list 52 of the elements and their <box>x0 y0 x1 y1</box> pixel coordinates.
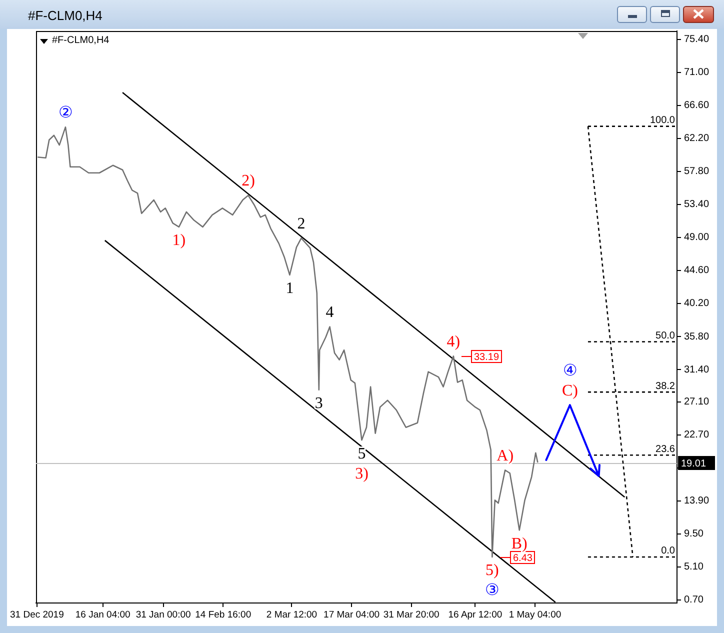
y-tick-label: 53.40 <box>684 199 710 210</box>
y-tick-label: 75.40 <box>684 34 710 46</box>
annotation: A) <box>496 447 514 464</box>
chart-subtitle: #F-CLM0,H4 <box>52 35 110 46</box>
annotation: 2) <box>242 172 255 190</box>
y-tick-label: 66.60 <box>684 100 710 112</box>
annotation: 50.0 <box>656 330 676 342</box>
y-tick-label: 13.90 <box>684 496 710 507</box>
x-tick-label: 14 Feb 16:00 <box>195 609 252 620</box>
x-tick-label: 16 Jan 04:00 <box>75 609 130 620</box>
y-tick-label: 35.80 <box>684 331 710 342</box>
x-tick-label: 1 May 04:00 <box>508 609 562 620</box>
annotation: 23.6 <box>656 444 676 455</box>
annotation: 100.0 <box>650 115 676 126</box>
data-label: 33.19 <box>474 352 500 363</box>
x-tick-label: 16 Apr 12:00 <box>448 609 502 620</box>
annotation: 3 <box>314 395 323 412</box>
annotation: C) <box>562 382 578 400</box>
y-tick-label: 0.70 <box>684 594 704 606</box>
x-tick-label: 31 Mar 20:00 <box>383 609 440 620</box>
chart-title: #F-CLM0,H4 <box>28 8 102 23</box>
annotation: ③ <box>485 582 500 600</box>
y-tick-label: 62.20 <box>684 133 710 144</box>
y-tick-label: 49.00 <box>684 232 710 244</box>
annotation: 5 <box>358 445 366 462</box>
x-tick-label: 31 Jan 00:00 <box>136 609 191 620</box>
ref-line-label: 19.01 <box>681 458 706 470</box>
annotation: B) <box>511 535 528 552</box>
y-tick-label: 40.20 <box>684 298 710 310</box>
annotation: 2 <box>297 215 306 232</box>
annotation: 4 <box>326 304 334 321</box>
data-label: 6.43 <box>513 552 533 564</box>
annotation: 0.0 <box>661 546 676 557</box>
x-tick-label: 31 Dec 2019 <box>10 609 64 620</box>
y-tick-label: 31.40 <box>684 364 710 376</box>
y-tick-label: 71.00 <box>684 67 710 78</box>
y-tick-label: 44.60 <box>684 265 710 276</box>
annotation: ② <box>58 104 72 122</box>
annotation: 5) <box>486 562 499 580</box>
annotation: 1) <box>172 232 186 250</box>
x-tick-label: 2 Mar 12:00 <box>266 609 318 620</box>
annotation: ④ <box>562 362 577 380</box>
x-tick-label: 17 Mar 04:00 <box>324 609 380 620</box>
y-tick-label: 9.50 <box>684 528 704 540</box>
y-tick-label: 22.70 <box>684 430 710 441</box>
annotation: 3) <box>355 465 368 482</box>
annotation: 4) <box>446 333 460 350</box>
y-tick-label: 57.80 <box>684 166 710 178</box>
annotation: 1 <box>286 280 294 298</box>
y-tick-label: 27.10 <box>684 396 710 408</box>
annotation: 38.2 <box>656 380 676 392</box>
y-tick-label: 5.10 <box>684 562 704 573</box>
